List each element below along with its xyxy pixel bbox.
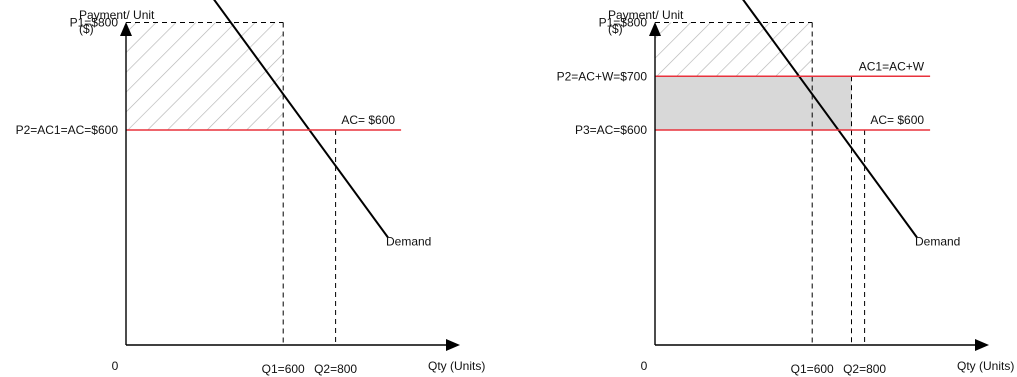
price-label: P3=AC=$600 [575, 123, 647, 137]
demand-line [213, 0, 389, 239]
origin-label: 0 [112, 359, 119, 373]
y-axis-arrow-icon [649, 22, 661, 36]
series-label-cost: AC= $600 [341, 113, 395, 127]
quantity-label: Q1=600 [791, 362, 834, 376]
price-label: P2=AC1=AC=$600 [16, 123, 119, 137]
quantity-label: Q1=600 [262, 362, 305, 376]
y-axis-label: Payment/ Unit [608, 8, 684, 22]
x-axis-arrow-icon [446, 339, 460, 351]
price-label: P2=AC+W=$700 [557, 69, 648, 83]
price-label: P1=$800 [599, 16, 648, 30]
series-label-cost: AC= $600 [870, 113, 924, 127]
chart-panel-2: Demand AC1=AC+W AC= $600 Payment/ Unit($) Qt… [557, 0, 1014, 376]
x-axis-label: Qty (Units) [428, 359, 485, 373]
shaded-region [655, 76, 852, 130]
x-axis-arrow-icon [975, 339, 989, 351]
quantity-label: Q2=800 [843, 362, 886, 376]
y-axis-label: Payment/ Unit [79, 8, 155, 22]
y-axis-arrow-icon [120, 22, 132, 36]
series-label-demand: Demand [386, 235, 431, 249]
hatched-region [126, 22, 284, 130]
quantity-label: Q2=800 [314, 362, 357, 376]
y-axis-unit-label: ($) [79, 22, 94, 36]
origin-label: 0 [641, 359, 648, 373]
chart-panel-1: Demand AC= $600 Payment/ Unit($) Qty (Units… [16, 0, 485, 376]
y-axis-unit-label: ($) [608, 22, 623, 36]
hatched-region [655, 22, 813, 77]
price-label: P1=$800 [70, 16, 119, 30]
series-label-cost: AC1=AC+W [859, 59, 925, 73]
x-axis-label: Qty (Units) [957, 359, 1014, 373]
series-label-demand: Demand [915, 235, 960, 249]
